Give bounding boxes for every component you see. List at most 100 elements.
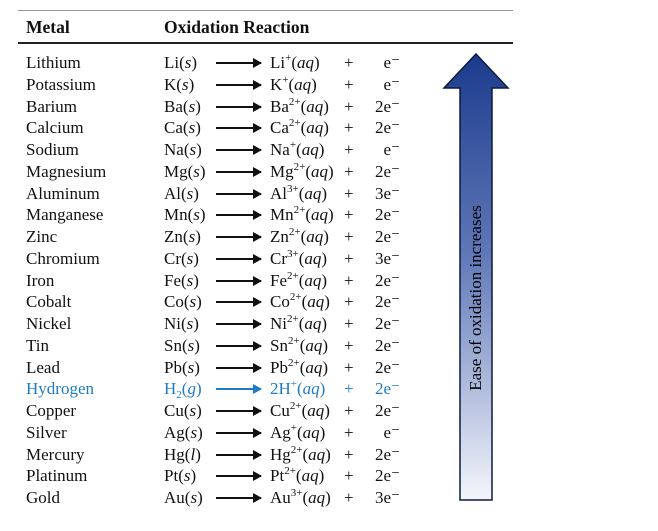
ion-charge: + (282, 73, 289, 86)
plus-sign: + (344, 270, 354, 290)
reactant: Ag(s) (164, 422, 203, 442)
state-aqueous: aq (304, 270, 322, 290)
ion-symbol: Zn (270, 227, 289, 246)
reaction-arrow (216, 493, 262, 503)
electrons: 2e⁻ (374, 96, 400, 116)
product-ion: Au3+(aq) (270, 487, 331, 508)
state: s (186, 270, 194, 290)
arrow-shape (442, 52, 510, 501)
ion-symbol: Au (270, 488, 291, 507)
electrons: 2e⁻ (374, 118, 400, 138)
ion-symbol: Sn (270, 335, 288, 355)
ion-charge: 2+ (288, 95, 301, 108)
state-aqueous: aq (307, 292, 325, 312)
electrons: 2e⁻ (374, 270, 400, 290)
state: s (186, 248, 194, 268)
product-ion: Ni2+(aq) (270, 313, 328, 334)
electrons: 2e⁻ (374, 357, 400, 377)
metal-name: Copper (26, 401, 77, 420)
reactant: Pt(s) (164, 466, 197, 486)
state: s (188, 227, 196, 246)
state-aqueous: aq (307, 401, 325, 420)
element-symbol: Ca (164, 118, 183, 138)
electrons: 2e⁻ (374, 335, 400, 355)
element-symbol: Pt (164, 466, 179, 486)
plus-sign: + (344, 488, 354, 507)
state-aqueous: aq (302, 422, 320, 442)
product-ion: K+(aq) (270, 73, 317, 94)
reaction-arrow (216, 319, 262, 329)
electrons: e⁻ (383, 53, 400, 72)
state-aqueous: aq (302, 379, 320, 399)
metal-name: Zinc (26, 227, 58, 246)
state-aqueous: aq (308, 444, 326, 464)
reactant: Ca(s) (164, 118, 201, 138)
element-symbol: Na (164, 140, 184, 159)
reaction-arrow (216, 406, 262, 416)
ion-charge: 2+ (287, 269, 299, 282)
electrons: 2e⁻ (374, 401, 400, 420)
ion-symbol: Co (270, 292, 290, 312)
reactant: Mn(s) (164, 205, 206, 225)
plus-sign: + (344, 314, 354, 333)
ion-charge: 2+ (287, 313, 299, 325)
reactant: Na(s) (164, 140, 202, 159)
plus-sign: + (344, 401, 354, 420)
plus-sign: + (344, 205, 354, 225)
product-ion: Ca2+(aq) (270, 117, 329, 138)
element-symbol: Ag (164, 422, 185, 442)
ion-symbol: Li (270, 53, 286, 72)
metal-name: Silver (26, 422, 67, 442)
plus-sign: + (344, 161, 354, 181)
state-aqueous: aq (306, 96, 324, 116)
product-ion: Fe2+(aq) (270, 269, 328, 290)
metal-name: Gold (26, 488, 60, 507)
element-symbol: Ba (164, 96, 183, 116)
element-symbol: Au (164, 488, 185, 507)
ion-symbol: K (270, 74, 283, 94)
reaction-arrow (216, 362, 262, 373)
state-aqueous: aq (304, 183, 322, 203)
ion-symbol: Pb (270, 357, 288, 377)
plus-sign: + (344, 357, 354, 377)
element-symbol: Pb (164, 357, 182, 377)
ion-symbol: Fe (270, 270, 287, 290)
ion-symbol: Mg (270, 161, 294, 181)
ion-charge: 2+ (293, 204, 306, 217)
state: s (189, 140, 197, 159)
ion-symbol: Ag (270, 422, 291, 442)
reaction-arrow (216, 58, 262, 68)
ion-charge: 2+ (289, 291, 302, 304)
electrons: 3e⁻ (374, 183, 400, 203)
state: s (190, 488, 198, 507)
electrons: e⁻ (383, 140, 400, 159)
reactant: Ba(s) (164, 96, 201, 116)
reaction-arrow (216, 123, 262, 134)
product-ion: Co2+(aq) (270, 291, 330, 312)
reactant: Pb(s) (164, 357, 200, 377)
product-ion: Hg2+(aq) (270, 443, 331, 464)
ion-charge: 2+ (284, 465, 296, 478)
electrons: 2e⁻ (374, 227, 400, 246)
element-symbol: Al (164, 183, 181, 203)
reactant: H2(g) (164, 379, 202, 402)
ion-symbol: Cu (270, 401, 290, 420)
ion-symbol: H (278, 379, 291, 399)
reactant: Mg(s) (164, 161, 206, 181)
electrons: 2e⁻ (374, 444, 400, 464)
ion-charge: 2+ (288, 226, 301, 238)
electrons: 2e⁻ (374, 161, 400, 181)
top-rule (18, 10, 513, 11)
state-aqueous: aq (306, 118, 324, 138)
state: s (186, 183, 194, 203)
state-aqueous: aq (294, 74, 312, 94)
reaction-arrow (216, 275, 262, 286)
reactant: Cr(s) (164, 248, 199, 268)
ion-charge: 2+ (287, 356, 300, 369)
reactant: Hg(l) (164, 444, 201, 464)
plus-sign: + (344, 379, 354, 399)
state-aqueous: aq (297, 53, 314, 72)
metal-name: Mercury (26, 444, 85, 464)
product-ion: Ba2+(aq) (270, 95, 329, 116)
plus-sign: + (344, 292, 354, 312)
